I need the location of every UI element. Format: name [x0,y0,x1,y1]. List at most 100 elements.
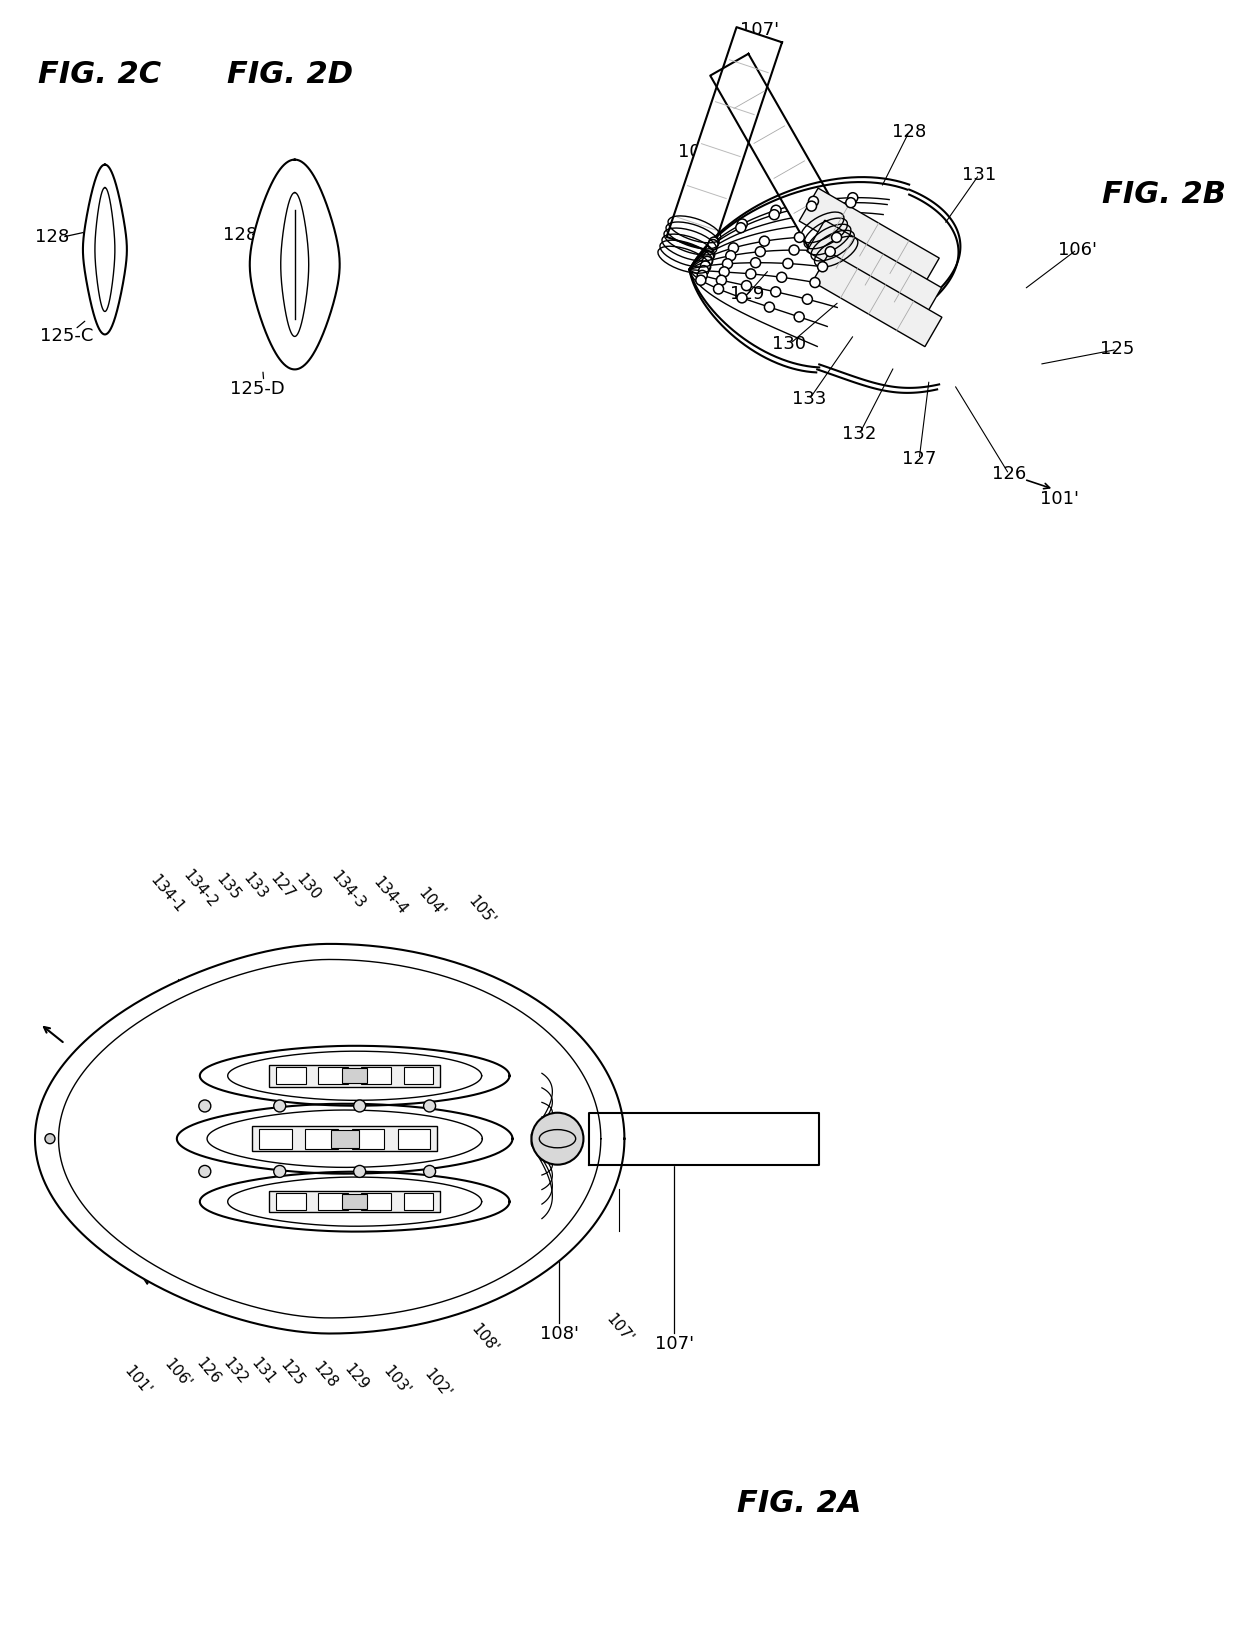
Text: 134-1: 134-1 [146,872,187,915]
Text: 132: 132 [219,1355,249,1388]
Text: 134-3: 134-3 [327,868,367,912]
Polygon shape [404,1067,434,1085]
Circle shape [532,1113,584,1165]
Circle shape [353,1165,366,1178]
Circle shape [45,1134,55,1144]
Text: 125: 125 [1100,340,1135,358]
Polygon shape [249,160,340,370]
Circle shape [848,192,858,202]
Circle shape [696,275,706,285]
Circle shape [353,1100,366,1113]
Circle shape [198,1165,211,1178]
Polygon shape [275,1192,306,1210]
Polygon shape [361,1192,391,1210]
Polygon shape [319,1192,348,1210]
Text: 125-C: 125-C [40,327,94,345]
Circle shape [737,293,746,303]
Text: 129: 129 [730,285,765,303]
Circle shape [697,270,707,280]
Circle shape [713,283,723,293]
Circle shape [723,259,733,269]
Polygon shape [269,1191,440,1212]
Text: 125-D: 125-D [231,381,285,399]
Circle shape [810,277,820,288]
Polygon shape [269,1065,440,1087]
Polygon shape [404,1192,434,1210]
Circle shape [755,246,765,257]
Polygon shape [177,1104,512,1173]
Circle shape [703,252,714,262]
Circle shape [708,239,718,249]
Circle shape [735,223,745,233]
Circle shape [738,218,748,230]
Text: 106': 106' [161,1355,195,1391]
Circle shape [808,197,818,207]
Text: 101': 101' [1039,490,1079,508]
Polygon shape [200,1171,510,1232]
Polygon shape [275,1067,306,1085]
Circle shape [764,301,775,313]
Circle shape [789,244,799,256]
Circle shape [759,236,769,246]
Polygon shape [200,1046,510,1106]
Text: 107': 107' [655,1334,694,1352]
Polygon shape [352,1129,384,1148]
Text: 104': 104' [415,886,448,920]
Text: 106': 106' [1058,241,1096,259]
Circle shape [795,233,805,243]
Text: 107': 107' [740,21,779,39]
Text: 128: 128 [35,228,69,246]
Text: 134-2: 134-2 [180,867,219,911]
Text: 107': 107' [603,1311,636,1346]
Polygon shape [812,252,942,347]
Polygon shape [331,1131,358,1147]
Text: 125: 125 [277,1357,306,1390]
Text: 108': 108' [678,143,717,161]
Circle shape [802,295,812,305]
Circle shape [771,205,781,215]
Text: 133: 133 [239,870,270,902]
Circle shape [817,262,827,272]
Circle shape [794,311,805,323]
Text: 103': 103' [381,1363,413,1398]
Polygon shape [305,1129,337,1148]
Text: FIG. 2B: FIG. 2B [1102,181,1226,209]
Circle shape [742,280,751,290]
Circle shape [806,200,816,212]
Circle shape [198,1100,211,1113]
Circle shape [274,1100,285,1113]
Text: 129: 129 [341,1362,371,1393]
Text: 132: 132 [842,425,877,443]
Text: 128: 128 [223,225,257,244]
Polygon shape [319,1067,348,1085]
Circle shape [846,197,856,207]
Circle shape [776,272,786,282]
Circle shape [717,275,727,285]
Text: 127: 127 [901,450,936,468]
Text: 108': 108' [539,1324,579,1342]
Polygon shape [58,959,601,1318]
Circle shape [725,251,735,261]
Polygon shape [35,943,625,1334]
Polygon shape [207,1109,482,1168]
Polygon shape [667,28,782,252]
Text: 102': 102' [422,1367,454,1401]
Polygon shape [342,1069,367,1083]
Circle shape [719,267,729,277]
Text: 128: 128 [310,1360,340,1391]
Text: 135: 135 [213,872,243,902]
Circle shape [769,210,779,220]
Text: 130: 130 [293,872,322,902]
Text: 127: 127 [267,870,296,902]
Text: 134-4: 134-4 [370,875,409,917]
Circle shape [274,1165,285,1178]
Circle shape [698,266,708,275]
Text: 126: 126 [192,1355,223,1388]
Text: 130: 130 [773,336,806,353]
Circle shape [745,269,756,279]
Polygon shape [398,1129,430,1148]
Polygon shape [807,220,941,319]
Polygon shape [711,54,848,251]
Circle shape [771,287,781,296]
Polygon shape [253,1126,436,1152]
